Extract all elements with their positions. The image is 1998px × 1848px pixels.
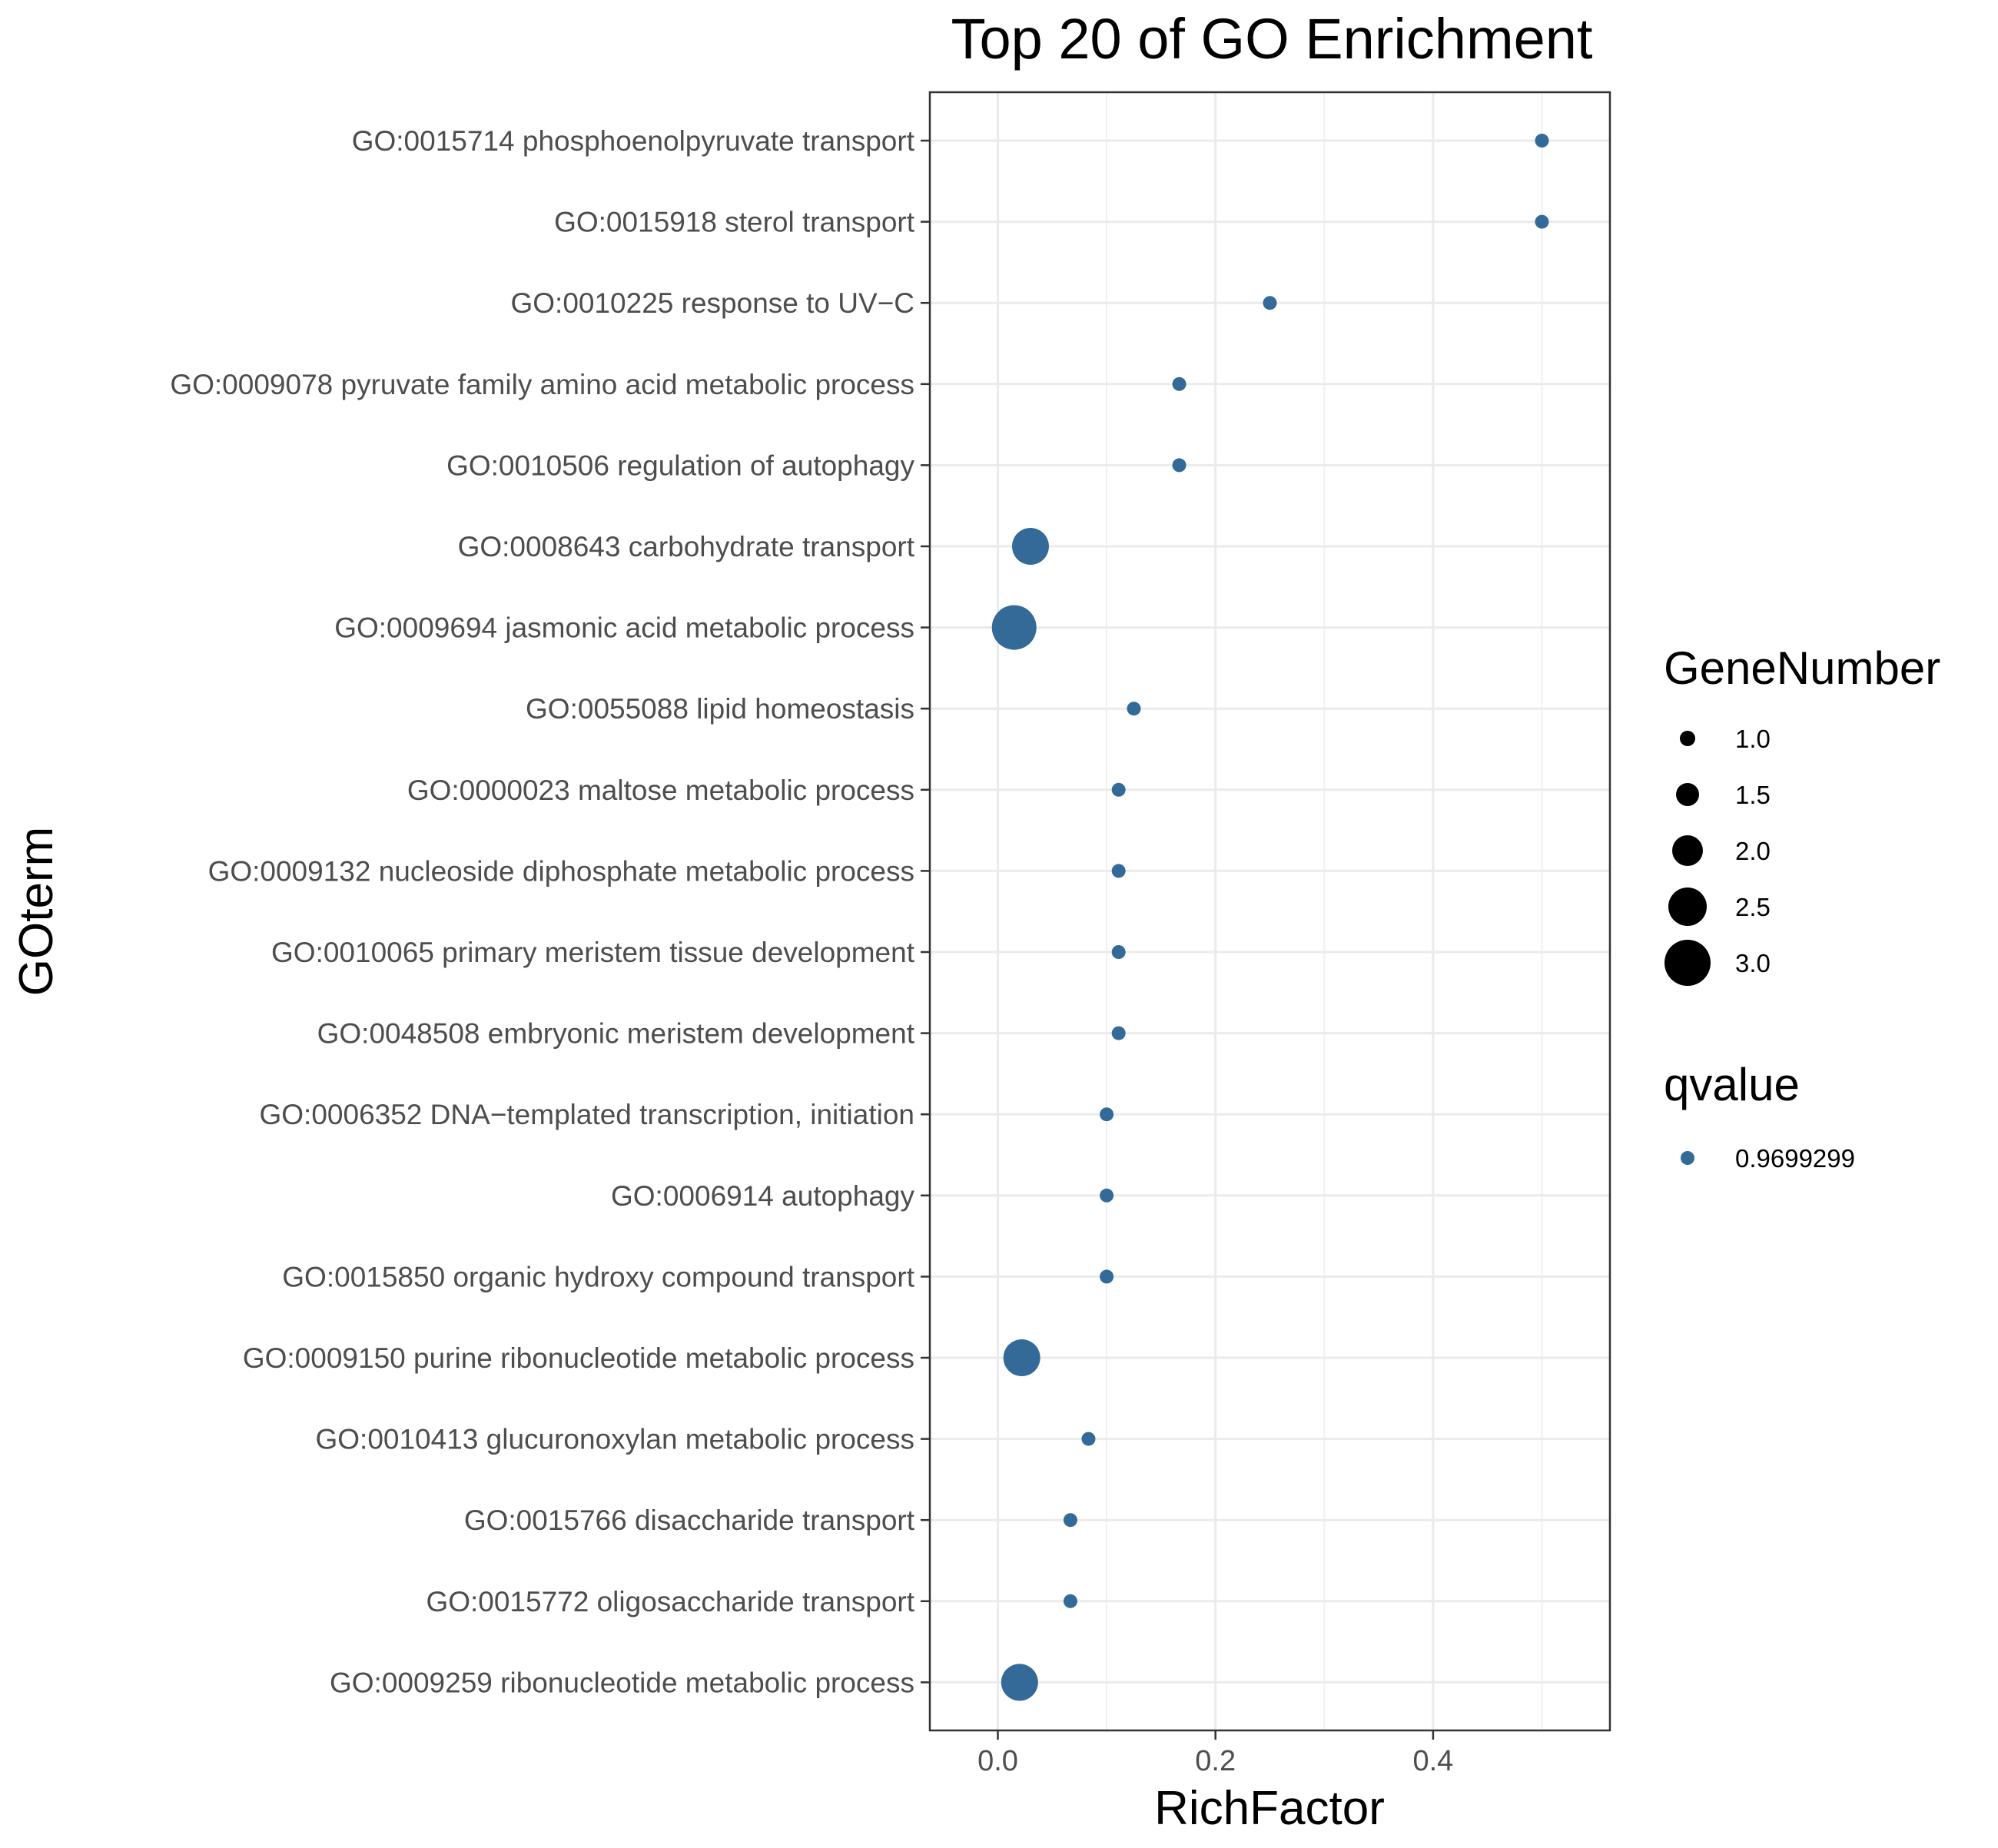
data-point [1263, 296, 1277, 310]
data-point [1535, 214, 1549, 229]
x-tick-label: 0.0 [977, 1745, 1018, 1777]
data-point [1100, 1188, 1114, 1203]
data-point [1111, 945, 1126, 959]
data-point [1111, 1026, 1126, 1040]
y-tick-label: GO:0000023 maltose metabolic process [407, 775, 914, 806]
y-tick-label: GO:0009694 jasmonic acid metabolic proce… [334, 612, 914, 644]
data-point [1100, 1269, 1114, 1284]
y-tick-label: GO:0010225 response to UV−C [510, 287, 914, 319]
y-tick-label: GO:0009150 purine ribonucleotide metabol… [243, 1342, 914, 1374]
y-tick-label: GO:0010413 glucuronoxylan metabolic proc… [315, 1424, 914, 1455]
data-point [1063, 1513, 1077, 1528]
y-tick-label: GO:0015766 disaccharide transport [464, 1505, 915, 1536]
y-tick-label: GO:0048508 embryonic meristem developmen… [317, 1018, 915, 1050]
legend: GeneNumber 1.0 1.5 2.0 2.5 3.0 qvalue 0.9699… [1664, 642, 1940, 1173]
legend-size-label: 1.0 [1735, 725, 1771, 753]
legend-size-key [1680, 731, 1695, 746]
legend-size-label: 2.5 [1735, 893, 1771, 921]
data-point [1127, 702, 1141, 716]
data-point [1011, 528, 1049, 565]
y-tick-label: GO:0010065 primary meristem tissue devel… [271, 937, 915, 968]
legend-size-key [1676, 783, 1699, 806]
y-tick-label: GO:0055088 lipid homeostasis [526, 693, 914, 725]
y-tick-label: GO:0010506 regulation of autophagy [446, 450, 914, 481]
y-tick-label: GO:0015714 phosphoenolpyruvate transport [352, 125, 915, 157]
data-point [1172, 377, 1187, 391]
y-tick-label: GO:0008643 carbohydrate transport [458, 531, 915, 562]
plot-panel [930, 92, 1610, 1730]
y-axis-ticks: GO:0015714 phosphoenolpyruvate transport… [170, 125, 930, 1698]
x-tick-label: 0.2 [1195, 1745, 1236, 1777]
y-tick-label: GO:0009078 pyruvate family amino acid me… [170, 369, 914, 400]
data-point [1172, 458, 1187, 473]
y-tick-label: GO:0006352 DNA−templated transcription, … [260, 1099, 915, 1130]
x-axis-ticks: 0.0 0.2 0.4 [977, 1730, 1453, 1777]
x-tick-label: 0.4 [1412, 1745, 1453, 1777]
y-tick-label: GO:0015772 oligosaccharide transport [426, 1586, 914, 1617]
data-point [1535, 134, 1549, 148]
y-tick-label: GO:0006914 autophagy [611, 1180, 914, 1212]
data-point [1001, 1664, 1038, 1701]
legend-size-label: 3.0 [1735, 949, 1771, 977]
data-point [1063, 1594, 1077, 1608]
y-tick-label: GO:0015918 sterol transport [554, 207, 915, 238]
legend-size-key [1664, 940, 1711, 986]
legend-size-label: 1.5 [1735, 781, 1771, 809]
y-axis-title: GOterm [10, 827, 63, 996]
y-tick-label: GO:0015850 organic hydroxy compound tran… [282, 1261, 914, 1292]
legend-gene-number-items: 1.0 1.5 2.0 2.5 3.0 [1664, 725, 1771, 986]
data-point [991, 605, 1037, 650]
data-point [1003, 1339, 1040, 1376]
data-point [1111, 864, 1126, 878]
y-tick-label: GO:0009259 ribonucleotide metabolic proc… [330, 1667, 914, 1698]
legend-qvalue-title: qvalue [1664, 1059, 1800, 1110]
legend-color-label: 0.9699299 [1735, 1144, 1855, 1173]
data-points [991, 134, 1549, 1701]
y-tick-label: GO:0009132 nucleoside diphosphate metabo… [208, 855, 914, 887]
legend-size-key [1668, 888, 1707, 926]
plot-panel-border [928, 91, 1611, 1732]
grid-lines [930, 92, 1610, 1730]
legend-qvalue-items: 0.9699299 [1681, 1144, 1855, 1173]
legend-size-key [1672, 835, 1703, 866]
legend-color-key [1681, 1151, 1694, 1165]
legend-gene-number-title: GeneNumber [1664, 642, 1940, 694]
data-point [1081, 1432, 1096, 1446]
data-point [1100, 1107, 1114, 1122]
chart-title: Top 20 of GO Enrichment [951, 7, 1593, 71]
x-axis-title: RichFactor [1154, 1782, 1385, 1835]
data-point [1111, 782, 1126, 797]
legend-size-label: 2.0 [1735, 837, 1771, 865]
